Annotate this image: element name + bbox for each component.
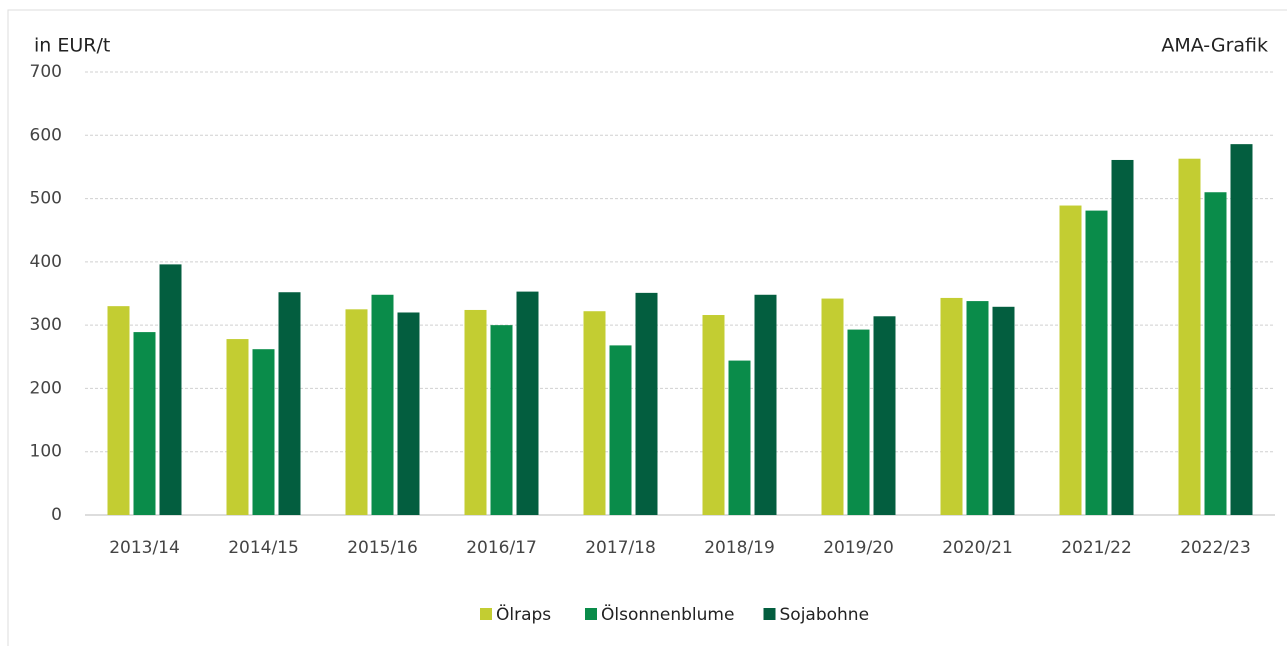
y-tick-label: 600 <box>30 125 62 145</box>
y-tick-label: 400 <box>30 252 62 272</box>
legend-swatch <box>763 608 776 620</box>
bar <box>1178 158 1201 516</box>
legend-swatch <box>480 608 492 620</box>
x-tick-label: 2014/15 <box>228 538 299 558</box>
bar <box>847 329 870 515</box>
bar <box>635 292 658 515</box>
bar <box>516 291 539 515</box>
bar <box>1230 144 1253 515</box>
bar <box>873 316 896 515</box>
bar <box>278 292 301 515</box>
bar <box>940 297 963 515</box>
x-tick-label: 2015/16 <box>347 538 418 558</box>
bar <box>345 309 368 515</box>
y-tick-label: 300 <box>30 315 62 335</box>
y-tick-label: 0 <box>51 505 62 525</box>
bar <box>226 339 249 515</box>
legend-swatch <box>585 608 597 620</box>
y-tick-label: 100 <box>30 442 62 462</box>
bar <box>821 298 844 515</box>
x-tick-label: 2018/19 <box>704 538 775 558</box>
annotation: AMA-Grafik <box>1161 35 1268 57</box>
legend-label: Ölsonnenblume <box>601 603 734 625</box>
bar <box>252 349 275 515</box>
bar <box>133 332 156 515</box>
y-axis-label: in EUR/t <box>34 35 110 57</box>
bar <box>702 315 725 515</box>
bar <box>464 309 487 515</box>
bar <box>1059 205 1082 516</box>
x-tick-label: 2019/20 <box>823 538 894 558</box>
bar <box>966 301 989 515</box>
legend-label: Ölraps <box>496 603 551 625</box>
legend-label: Sojabohne <box>780 605 870 625</box>
x-tick-label: 2022/23 <box>1180 538 1251 558</box>
bar <box>159 264 182 515</box>
bar <box>1085 210 1108 516</box>
bar <box>728 360 751 515</box>
bar <box>107 306 130 515</box>
bar <box>583 311 606 515</box>
x-tick-label: 2016/17 <box>466 538 537 558</box>
bar <box>490 325 513 515</box>
y-tick-label: 700 <box>30 62 62 82</box>
bar <box>992 306 1015 515</box>
x-tick-label: 2013/14 <box>109 538 180 558</box>
frame <box>7 9 1287 646</box>
y-tick-label: 500 <box>30 189 62 209</box>
bar <box>609 345 632 515</box>
y-tick-label: 200 <box>30 378 62 398</box>
bar <box>754 294 777 515</box>
bar <box>1204 192 1227 515</box>
x-tick-label: 2017/18 <box>585 538 656 558</box>
bar <box>1111 159 1134 515</box>
x-tick-label: 2020/21 <box>942 538 1013 558</box>
x-tick-label: 2021/22 <box>1061 538 1132 558</box>
bar <box>397 312 420 515</box>
bar <box>371 294 394 515</box>
